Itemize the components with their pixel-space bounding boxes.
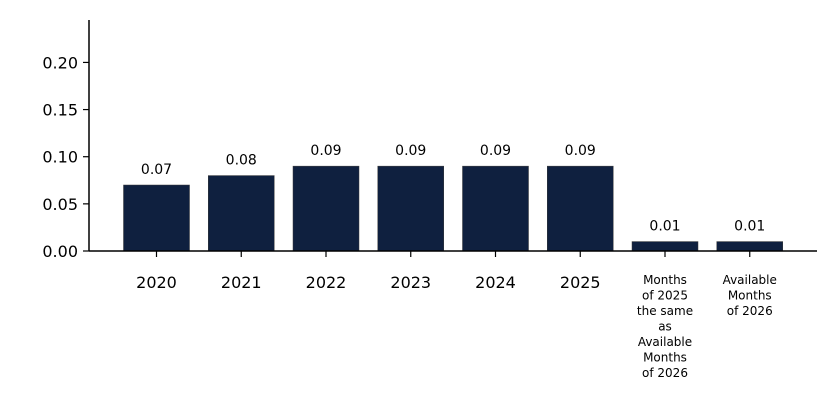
x-tick-label-line: as xyxy=(658,320,672,334)
y-tick-label: 0.05 xyxy=(42,195,78,214)
x-tick-label: Months of 2025 the same as Available Months of… xyxy=(637,273,693,380)
bar xyxy=(462,165,529,252)
bar-value-label: 0.08 xyxy=(226,153,257,169)
x-tick-label-line: the same xyxy=(637,304,693,318)
x-tick-label-line: of 2026 xyxy=(727,304,773,318)
bar-value-label: 0.09 xyxy=(565,143,596,159)
bar-value-label: 0.01 xyxy=(734,219,765,235)
y-tick-label: 0.15 xyxy=(42,101,78,120)
bar xyxy=(547,165,614,252)
x-tick-label-line: Months xyxy=(643,351,687,365)
x-tick-label-line: Months xyxy=(643,273,687,287)
bar-value-label: 0.09 xyxy=(310,143,341,159)
bar-value-label: 0.01 xyxy=(649,219,680,235)
x-tick-label-line: Months xyxy=(728,289,772,303)
bar xyxy=(377,165,444,252)
x-tick-label-line: of 2026 xyxy=(642,366,688,380)
x-tick-label-line: Available xyxy=(723,273,777,287)
bar xyxy=(208,175,275,252)
x-tick-label: Available Months of 2026 xyxy=(723,273,777,318)
plot-area: 0.07 0.08 0.09 0.09 0.09 0.09 0.01 0.01 0.00 0.05… xyxy=(42,20,817,380)
x-tick-label-line: Available xyxy=(638,335,692,349)
x-tick-label: 2025 xyxy=(560,273,601,292)
x-tick-label: 2021 xyxy=(221,273,262,292)
x-tick-label: 2022 xyxy=(306,273,347,292)
bar-value-label: 0.09 xyxy=(395,143,426,159)
y-tick-label: 0.00 xyxy=(42,242,78,261)
bar xyxy=(292,165,360,252)
x-tick-label: 2024 xyxy=(475,273,516,292)
x-tick-label: 2023 xyxy=(390,273,431,292)
bar xyxy=(716,241,783,252)
y-tick-label: 0.10 xyxy=(42,148,78,167)
y-tick-label: 0.20 xyxy=(42,53,78,72)
bar-value-label: 0.09 xyxy=(480,143,511,159)
x-tick-label-line: of 2025 xyxy=(642,289,688,303)
bar xyxy=(123,184,190,252)
x-tick-label: 2020 xyxy=(136,273,177,292)
bar xyxy=(631,241,699,252)
bar-value-label: 0.07 xyxy=(141,162,172,178)
